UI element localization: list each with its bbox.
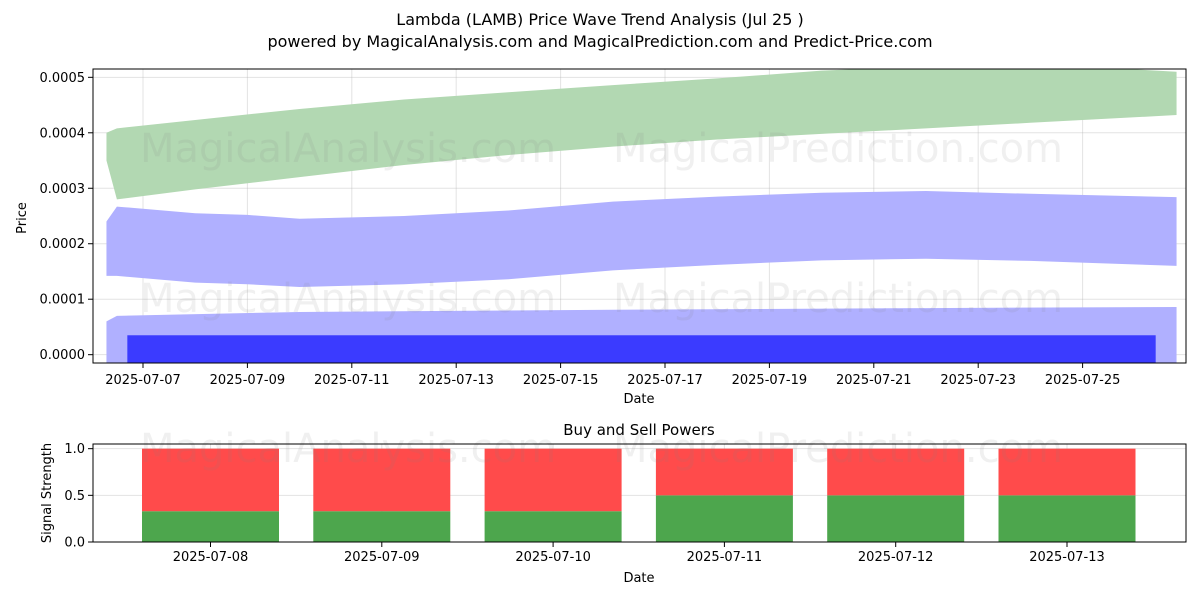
buy-bar [313, 511, 451, 542]
sell-bar [313, 448, 451, 512]
signal-x-tick-label: 2025-07-10 [515, 550, 591, 565]
price-x-tick-label: 2025-07-25 [1045, 373, 1121, 388]
signal-axes-frame [92, 443, 1187, 543]
watermark-6: MagicalPrediction.com [613, 426, 1063, 472]
price-y-tick-label: 0.0003 [40, 182, 86, 197]
signal-y-tick-label: 1.0 [64, 442, 85, 457]
price-y-label: Price [15, 202, 30, 234]
price-axis-ticks: 0.0000 0.0001 0.0002 0.0003 0.0004 0.0005 2025… [40, 71, 1121, 388]
price-x-tick-label: 2025-07-21 [836, 373, 912, 388]
price-y-tick-label: 0.0005 [40, 71, 86, 86]
price-x-tick-label: 2025-07-07 [105, 373, 181, 388]
price-bar [127, 335, 1156, 363]
watermark-5: MagicalAnalysis.com [140, 426, 556, 472]
signal-bars [142, 448, 1136, 542]
buy-bar [484, 511, 622, 542]
price-x-tick-label: 2025-07-11 [314, 373, 390, 388]
signal-x-label: Date [623, 571, 654, 586]
upper-band [106, 69, 1177, 200]
watermark-1: MagicalAnalysis.com [140, 126, 556, 172]
buy-bar [142, 511, 279, 542]
price-y-tick-label: 0.0002 [40, 237, 86, 252]
signal-y-tick-label: 0.0 [64, 536, 85, 551]
price-x-label: Date [623, 392, 654, 407]
price-x-tick-label: 2025-07-15 [523, 373, 599, 388]
sell-bar [998, 448, 1136, 496]
watermark-4: MagicalPrediction.com [613, 276, 1063, 322]
watermark-2: MagicalPrediction.com [613, 126, 1063, 172]
signal-x-tick-label: 2025-07-08 [173, 550, 249, 565]
price-y-tick-label: 0.0001 [40, 293, 86, 308]
price-x-tick-label: 2025-07-13 [418, 373, 494, 388]
sell-bar [827, 448, 965, 496]
price-bands [106, 69, 1177, 363]
price-x-tick-label: 2025-07-09 [210, 373, 286, 388]
signal-x-tick-label: 2025-07-09 [344, 550, 420, 565]
price-panel: MagicalAnalysis.com MagicalPrediction.co… [15, 68, 1187, 407]
sell-bar [142, 448, 279, 512]
middle-band [106, 191, 1177, 288]
chart-title: Lambda (LAMB) Price Wave Trend Analysis … [396, 10, 803, 29]
signal-x-tick-label: 2025-07-11 [687, 550, 763, 565]
signal-panel: Buy and Sell Powers MagicalAnalysis.com … [40, 421, 1187, 586]
signal-y-tick-label: 0.5 [64, 489, 85, 504]
chart-subtitle: powered by MagicalAnalysis.com and Magic… [267, 32, 932, 51]
buy-bar [998, 495, 1136, 542]
buy-bar [655, 495, 793, 542]
signal-title: Buy and Sell Powers [563, 421, 715, 439]
signal-axis-ticks: 0.0 0.5 1.0 2025-07-08 2025-07-09 2025-07-10 2… [64, 442, 1104, 565]
sell-bar [655, 448, 793, 496]
signal-y-label: Signal Strength [40, 443, 55, 543]
watermark-3: MagicalAnalysis.com [140, 276, 556, 322]
signal-x-tick-label: 2025-07-13 [1029, 550, 1105, 565]
signal-x-tick-label: 2025-07-12 [858, 550, 934, 565]
buy-bar [827, 495, 965, 542]
price-y-tick-label: 0.0004 [40, 126, 86, 141]
price-y-tick-label: 0.0000 [40, 348, 86, 363]
sell-bar [484, 448, 622, 512]
price-x-tick-label: 2025-07-19 [732, 373, 808, 388]
price-x-tick-label: 2025-07-23 [940, 373, 1016, 388]
price-axes-frame [92, 68, 1187, 364]
price-x-tick-label: 2025-07-17 [627, 373, 703, 388]
